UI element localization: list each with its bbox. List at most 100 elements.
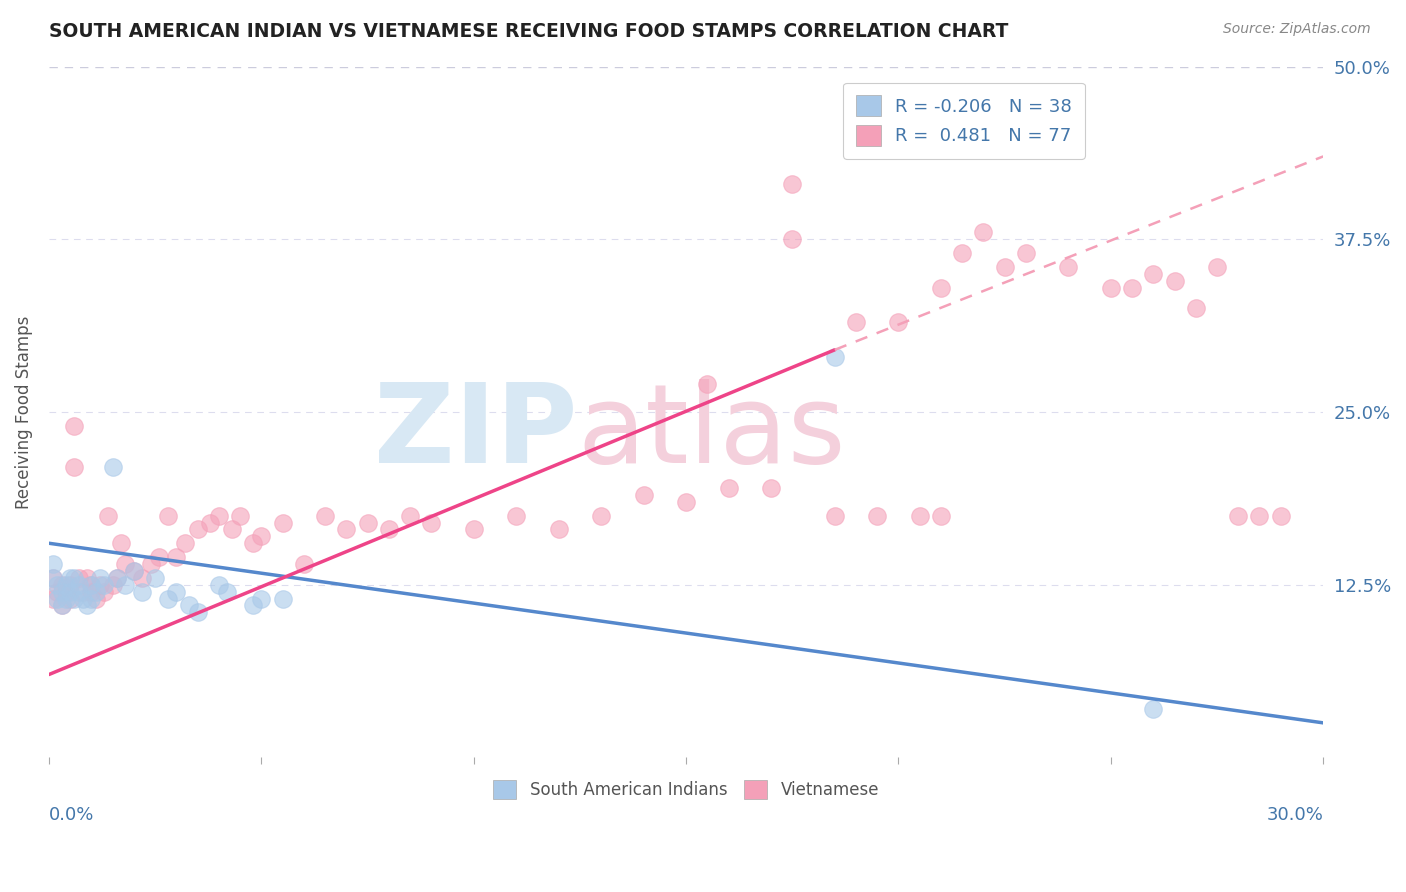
- Point: [55, 591, 77, 606]
- Point: [46, 577, 69, 591]
- Point: [84, 584, 107, 599]
- Point: [89, 571, 111, 585]
- Point: [972, 226, 994, 240]
- Text: Source: ZipAtlas.com: Source: ZipAtlas.com: [1223, 22, 1371, 37]
- Point: [59, 577, 82, 591]
- Point: [84, 591, 107, 606]
- Point: [67, 571, 90, 585]
- Point: [105, 571, 128, 585]
- Point: [242, 599, 264, 613]
- Point: [63, 591, 86, 606]
- Point: [242, 536, 264, 550]
- Point: [356, 516, 378, 530]
- Point: [950, 246, 973, 260]
- Point: [156, 591, 179, 606]
- Point: [59, 571, 82, 585]
- Legend: South American Indians, Vietnamese: South American Indians, Vietnamese: [485, 772, 887, 808]
- Point: [696, 377, 718, 392]
- Point: [591, 508, 613, 523]
- Point: [139, 557, 162, 571]
- Point: [51, 584, 73, 599]
- Point: [51, 599, 73, 613]
- Point: [46, 584, 69, 599]
- Point: [208, 577, 231, 591]
- Point: [929, 508, 952, 523]
- Point: [89, 577, 111, 591]
- Point: [101, 577, 124, 591]
- Point: [1121, 280, 1143, 294]
- Text: atlas: atlas: [578, 379, 846, 486]
- Point: [1015, 246, 1038, 260]
- Point: [42, 591, 65, 606]
- Point: [250, 529, 273, 543]
- Point: [46, 591, 69, 606]
- Point: [1270, 508, 1292, 523]
- Point: [271, 516, 294, 530]
- Point: [824, 508, 846, 523]
- Point: [908, 508, 931, 523]
- Point: [866, 508, 889, 523]
- Point: [51, 599, 73, 613]
- Point: [505, 508, 527, 523]
- Point: [221, 523, 243, 537]
- Point: [76, 599, 98, 613]
- Point: [51, 577, 73, 591]
- Point: [208, 508, 231, 523]
- Point: [97, 508, 120, 523]
- Point: [780, 177, 803, 191]
- Point: [179, 599, 201, 613]
- Point: [1099, 280, 1122, 294]
- Point: [122, 564, 145, 578]
- Text: 0.0%: 0.0%: [49, 805, 94, 823]
- Point: [63, 460, 86, 475]
- Point: [67, 577, 90, 591]
- Point: [463, 523, 485, 537]
- Point: [122, 564, 145, 578]
- Point: [156, 508, 179, 523]
- Point: [55, 584, 77, 599]
- Point: [187, 605, 209, 619]
- Point: [93, 577, 115, 591]
- Text: ZIP: ZIP: [374, 379, 578, 486]
- Point: [780, 232, 803, 246]
- Point: [131, 571, 153, 585]
- Point: [105, 571, 128, 585]
- Point: [114, 557, 136, 571]
- Point: [547, 523, 569, 537]
- Point: [63, 571, 86, 585]
- Point: [399, 508, 422, 523]
- Point: [217, 584, 239, 599]
- Point: [42, 571, 65, 585]
- Text: 30.0%: 30.0%: [1267, 805, 1323, 823]
- Point: [1163, 274, 1185, 288]
- Point: [717, 481, 740, 495]
- Point: [63, 418, 86, 433]
- Point: [1142, 702, 1164, 716]
- Point: [42, 557, 65, 571]
- Point: [174, 536, 197, 550]
- Point: [292, 557, 315, 571]
- Point: [59, 584, 82, 599]
- Point: [335, 523, 357, 537]
- Point: [1184, 301, 1206, 316]
- Text: SOUTH AMERICAN INDIAN VS VIETNAMESE RECEIVING FOOD STAMPS CORRELATION CHART: SOUTH AMERICAN INDIAN VS VIETNAMESE RECE…: [49, 22, 1008, 41]
- Point: [165, 584, 187, 599]
- Point: [1057, 260, 1080, 274]
- Point: [420, 516, 443, 530]
- Point: [72, 584, 94, 599]
- Point: [1227, 508, 1250, 523]
- Point: [845, 315, 868, 329]
- Point: [314, 508, 336, 523]
- Point: [759, 481, 782, 495]
- Point: [200, 516, 222, 530]
- Point: [187, 523, 209, 537]
- Y-axis label: Receiving Food Stamps: Receiving Food Stamps: [15, 315, 32, 508]
- Point: [1206, 260, 1229, 274]
- Point: [165, 550, 187, 565]
- Point: [80, 577, 103, 591]
- Point: [1142, 267, 1164, 281]
- Point: [93, 584, 115, 599]
- Point: [80, 591, 103, 606]
- Point: [148, 550, 170, 565]
- Point: [1249, 508, 1271, 523]
